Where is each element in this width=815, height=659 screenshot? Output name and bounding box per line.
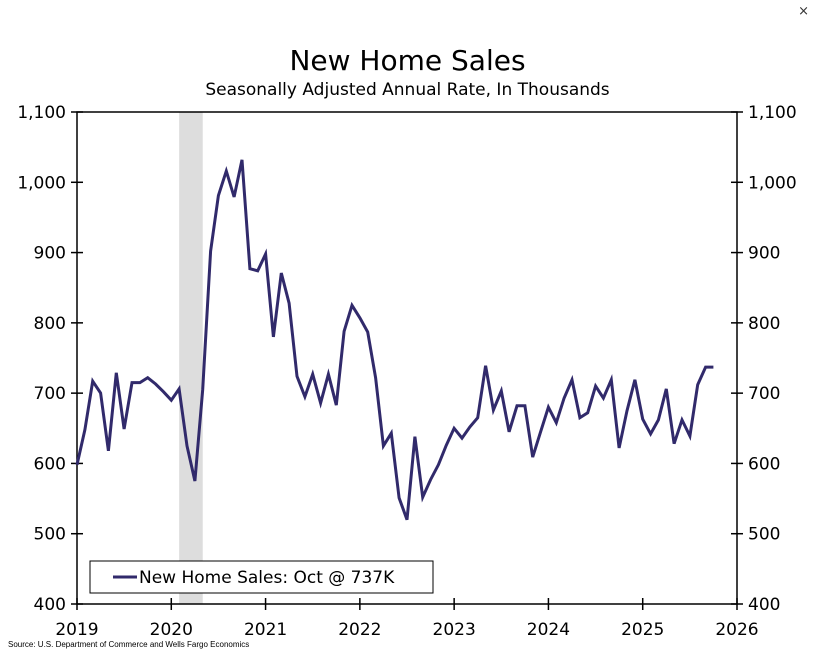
y-tick-label-right: 700 <box>748 384 780 404</box>
legend-label: New Home Sales: Oct @ 737K <box>139 568 395 588</box>
legend-box <box>89 560 434 594</box>
chart-title: New Home Sales <box>289 44 526 77</box>
x-tick-label: 2019 <box>55 620 98 640</box>
chart-subtitle: Seasonally Adjusted Annual Rate, In Thou… <box>205 80 610 100</box>
y-tick-label-left: 700 <box>34 384 66 404</box>
plot-frame <box>76 111 738 605</box>
y-tick-label-left: 400 <box>34 595 66 615</box>
x-tick-label: 2020 <box>150 620 193 640</box>
y-tick-label-left: 900 <box>34 244 66 264</box>
y-tick-label-left: 500 <box>34 525 66 545</box>
y-tick-label-right: 400 <box>748 595 780 615</box>
y-tick-label-right: 900 <box>748 244 780 264</box>
y-tick-label-right: 1,100 <box>748 103 797 123</box>
x-tick-label: 2024 <box>527 620 570 640</box>
recession-shading <box>179 112 203 604</box>
source-note: Source: U.S. Department of Commerce and … <box>8 640 250 649</box>
y-tick-label-left: 800 <box>34 314 66 334</box>
x-tick-label: 2021 <box>244 620 287 640</box>
x-tick-label: 2025 <box>621 620 664 640</box>
x-tick-label: 2023 <box>433 620 476 640</box>
series-line <box>75 159 714 521</box>
y-tick-label-left: 1,100 <box>17 103 66 123</box>
x-tick-label: 2022 <box>338 620 381 640</box>
y-tick-label-left: 1,000 <box>17 173 66 193</box>
y-tick-label-right: 500 <box>748 525 780 545</box>
y-tick-label-left: 600 <box>34 454 66 474</box>
x-tick-label: 2026 <box>715 620 758 640</box>
y-tick-label-right: 800 <box>748 314 780 334</box>
y-tick-label-right: 1,000 <box>748 173 797 193</box>
close-icon[interactable]: × <box>798 4 809 19</box>
y-tick-label-right: 600 <box>748 454 780 474</box>
